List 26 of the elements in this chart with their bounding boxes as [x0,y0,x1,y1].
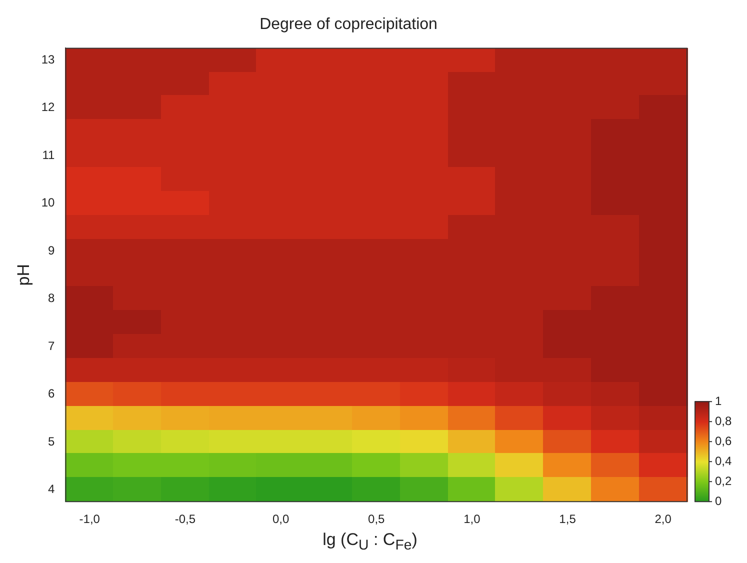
color-bar-label: 1 [715,394,722,408]
y-tick-label: 4 [48,482,56,496]
x-tick-label: -1,0 [79,512,100,526]
y-tick-label: 6 [48,386,56,401]
x-axis-title: lg (C$_{U}$ : C$_{Fe}$) [322,530,418,554]
y-tick-label: 11 [42,148,56,162]
y-tick-label: 10 [41,196,56,210]
color-bar-label: 0,4 [715,454,732,468]
x-tick-label: 1,0 [464,512,481,526]
color-bar-label: 0,8 [715,414,732,428]
x-tick-label: 0,5 [368,512,386,526]
x-tick-label: 0,0 [272,512,290,526]
y-tick-label: 8 [48,291,56,306]
y-tick-label: 9 [48,243,56,258]
y-tick-label: 13 [41,52,56,66]
chart-title: Degree of coprecipitation [260,16,438,34]
x-tick-label: -0,5 [174,512,196,526]
color-bar-label: 0,6 [715,434,732,448]
y-tick-label: 12 [41,100,56,114]
x-tick-label: 2,0 [654,512,672,526]
y-axis-title: pH [14,264,33,286]
x-tick-label: 1,5 [559,512,576,526]
y-tick-label: 7 [48,338,56,353]
color-bar-label: 0,2 [715,474,732,488]
y-tick-label: 5 [48,434,56,448]
color-bar-label: 0 [715,494,722,508]
